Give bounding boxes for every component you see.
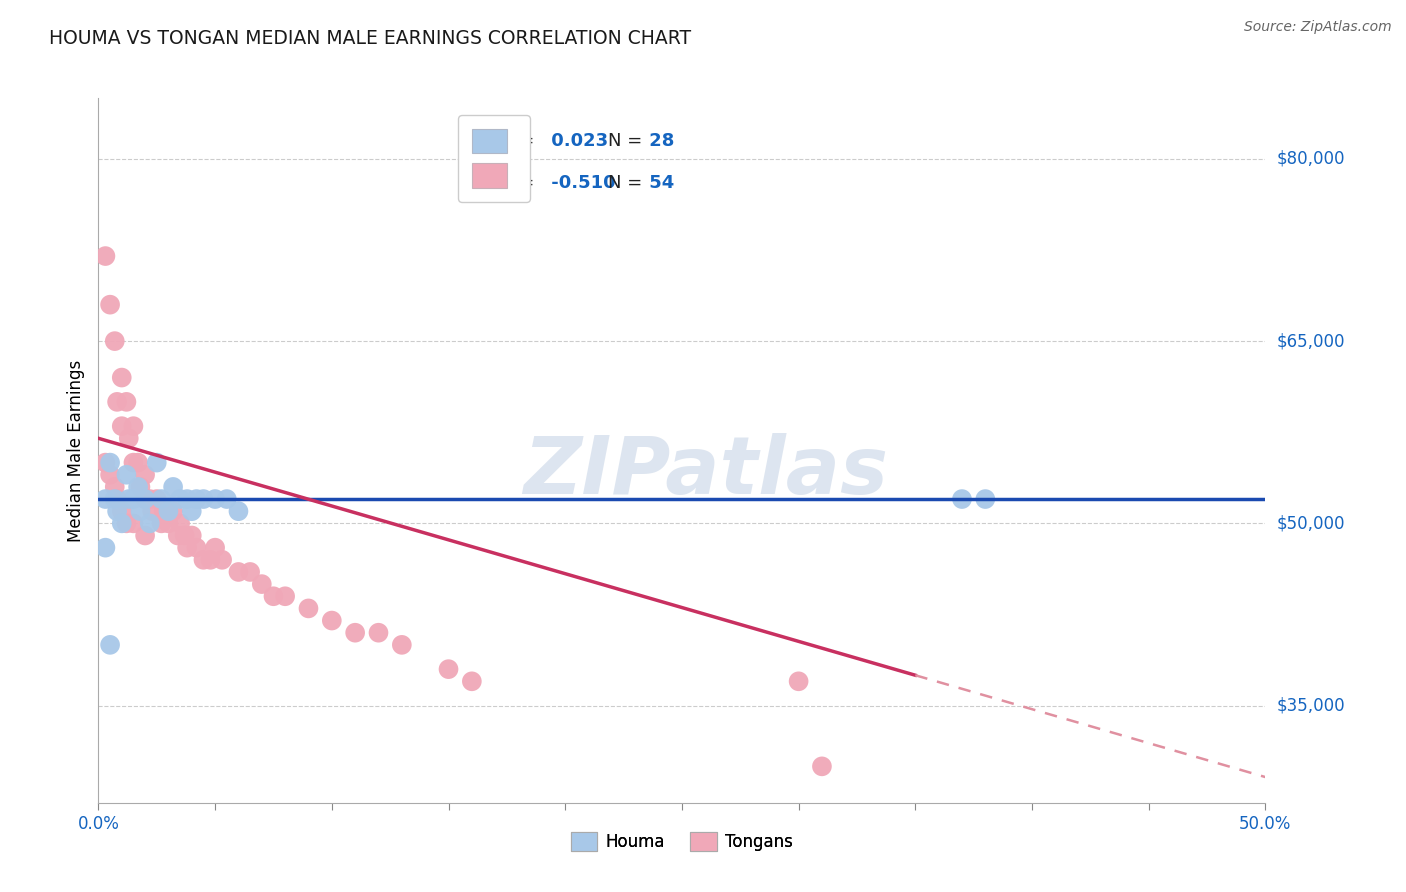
Point [461, 674, 484, 689]
Text: $35,000: $35,000 [1277, 697, 1346, 714]
Point [115, 395, 138, 409]
Point [173, 528, 195, 542]
Point [141, 504, 163, 518]
Text: 54: 54 [644, 174, 675, 192]
Point [211, 553, 233, 567]
Text: $80,000: $80,000 [1277, 150, 1346, 168]
Text: R =: R = [501, 174, 534, 192]
Legend: Houma, Tongans: Houma, Tongans [564, 825, 800, 858]
Point [104, 334, 127, 348]
Point [811, 759, 834, 773]
Point [129, 504, 152, 518]
Point [105, 395, 128, 409]
Point [150, 516, 173, 531]
Point [239, 565, 262, 579]
Point [344, 625, 367, 640]
Point [122, 419, 145, 434]
Point [176, 541, 198, 555]
Point [186, 541, 208, 555]
Point [250, 577, 273, 591]
Point [157, 504, 180, 518]
Point [321, 614, 343, 628]
Point [169, 491, 191, 506]
Point [105, 504, 128, 518]
Point [118, 491, 141, 506]
Point [98, 298, 121, 312]
Point [129, 480, 152, 494]
Point [204, 541, 226, 555]
Point [98, 467, 121, 482]
Point [98, 638, 121, 652]
Point [176, 491, 198, 506]
Point [104, 480, 127, 494]
Point [122, 516, 145, 531]
Point [111, 504, 134, 518]
Point [180, 504, 202, 518]
Point [193, 553, 215, 567]
Text: -0.510: -0.510 [546, 174, 616, 192]
Point [139, 491, 162, 506]
Point [94, 541, 117, 555]
Point [98, 456, 121, 470]
Point [122, 456, 145, 470]
Point [111, 370, 134, 384]
Text: 0.023: 0.023 [546, 132, 609, 150]
Text: R =: R = [501, 132, 534, 150]
Point [186, 491, 208, 506]
Point [166, 528, 188, 542]
Point [228, 504, 250, 518]
Point [274, 589, 297, 603]
Text: HOUMA VS TONGAN MEDIAN MALE EARNINGS CORRELATION CHART: HOUMA VS TONGAN MEDIAN MALE EARNINGS COR… [49, 29, 692, 47]
Point [157, 516, 180, 531]
Point [200, 553, 222, 567]
Point [94, 456, 117, 470]
Point [215, 491, 238, 506]
Point [111, 516, 134, 531]
Point [115, 467, 138, 482]
Point [193, 491, 215, 506]
Point [94, 491, 117, 506]
Text: 28: 28 [644, 132, 675, 150]
Point [157, 504, 180, 518]
Point [367, 625, 389, 640]
Point [169, 516, 191, 531]
Point [297, 601, 319, 615]
Text: N =: N = [609, 174, 643, 192]
Point [204, 491, 226, 506]
Point [127, 456, 149, 470]
Point [111, 419, 134, 434]
Point [162, 480, 184, 494]
Point [262, 589, 284, 603]
Point [118, 431, 141, 445]
Point [391, 638, 413, 652]
Point [180, 528, 202, 542]
Point [122, 491, 145, 506]
Point [150, 491, 173, 506]
Text: ZIPatlas: ZIPatlas [523, 433, 887, 510]
Point [134, 467, 156, 482]
Point [127, 480, 149, 494]
Point [228, 565, 250, 579]
Point [146, 456, 169, 470]
Text: $50,000: $50,000 [1277, 515, 1346, 533]
Point [104, 491, 127, 506]
Point [134, 491, 156, 506]
Point [787, 674, 810, 689]
Text: Source: ZipAtlas.com: Source: ZipAtlas.com [1244, 20, 1392, 34]
Point [134, 528, 156, 542]
Point [162, 504, 184, 518]
Point [94, 249, 117, 263]
Point [146, 491, 169, 506]
Point [152, 504, 174, 518]
Point [115, 516, 138, 531]
Point [139, 516, 162, 531]
Text: $65,000: $65,000 [1277, 332, 1346, 351]
Text: N =: N = [609, 132, 643, 150]
Point [134, 491, 156, 506]
Point [950, 491, 973, 506]
Y-axis label: Median Male Earnings: Median Male Earnings [67, 359, 86, 541]
Point [105, 491, 128, 506]
Point [974, 491, 997, 506]
Point [437, 662, 460, 676]
